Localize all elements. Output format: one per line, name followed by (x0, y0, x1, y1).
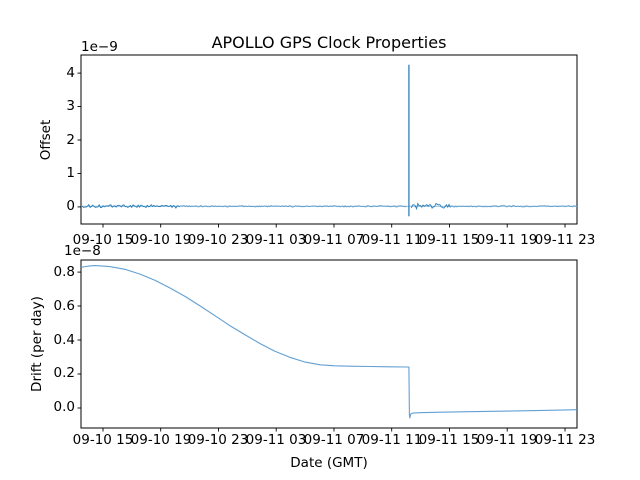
figure-title: APOLLO GPS Clock Properties (211, 33, 447, 52)
x-tick-label: 09-11 11 (361, 432, 423, 448)
x-tick-label: 09-11 07 (303, 232, 365, 248)
x-tick-label: 09-11 03 (245, 432, 307, 448)
x-tick-label: 09-11 23 (534, 432, 596, 448)
x-tick-label: 09-10 23 (187, 432, 249, 448)
x-tick-label: 09-10 23 (187, 232, 249, 248)
y-tick-label: 1 (66, 165, 75, 181)
x-tick-label: 09-11 07 (303, 432, 365, 448)
y-tick-label: 0.4 (53, 332, 75, 348)
offset-noise-path (410, 202, 451, 211)
offset-noise-path (450, 204, 577, 208)
x-tick-label: 09-11 11 (361, 232, 423, 248)
x-tick-label: 09-10 19 (130, 232, 192, 248)
y-tick-label: 0 (66, 198, 75, 214)
x-tick-label: 09-11 15 (418, 432, 480, 448)
x-tick-label: 09-10 19 (130, 432, 192, 448)
x-tick-label: 09-10 15 (72, 232, 134, 248)
x-tick-label: 09-11 19 (476, 432, 538, 448)
y-tick-label: 2 (66, 132, 75, 148)
x-tick-label: 09-11 03 (245, 232, 307, 248)
axes-frame (80, 259, 578, 429)
x-tick-label: 09-11 19 (476, 232, 538, 248)
y-tick-label: 0.0 (53, 399, 75, 415)
top-y-scale-offset-text: 1e−9 (81, 39, 118, 55)
offset-noise-path (180, 204, 407, 208)
axes-frame (80, 54, 578, 225)
x-tick-label: 09-10 15 (72, 432, 134, 448)
drift-series-path (80, 265, 578, 419)
y-tick-label: 0.8 (53, 264, 75, 280)
x-tick-label: 09-11 15 (418, 232, 480, 248)
x-axis-label: Date (GMT) (290, 455, 368, 471)
y-tick-label: 0.6 (53, 298, 75, 314)
bottom-y-scale-offset-text: 1e−8 (64, 243, 101, 259)
y-tick-label: 0.2 (53, 365, 75, 381)
offset-noise-path (80, 203, 181, 209)
x-tick-label: 09-11 23 (534, 232, 596, 248)
y-tick-label: 4 (66, 65, 75, 81)
y-tick-label: 3 (66, 98, 75, 114)
